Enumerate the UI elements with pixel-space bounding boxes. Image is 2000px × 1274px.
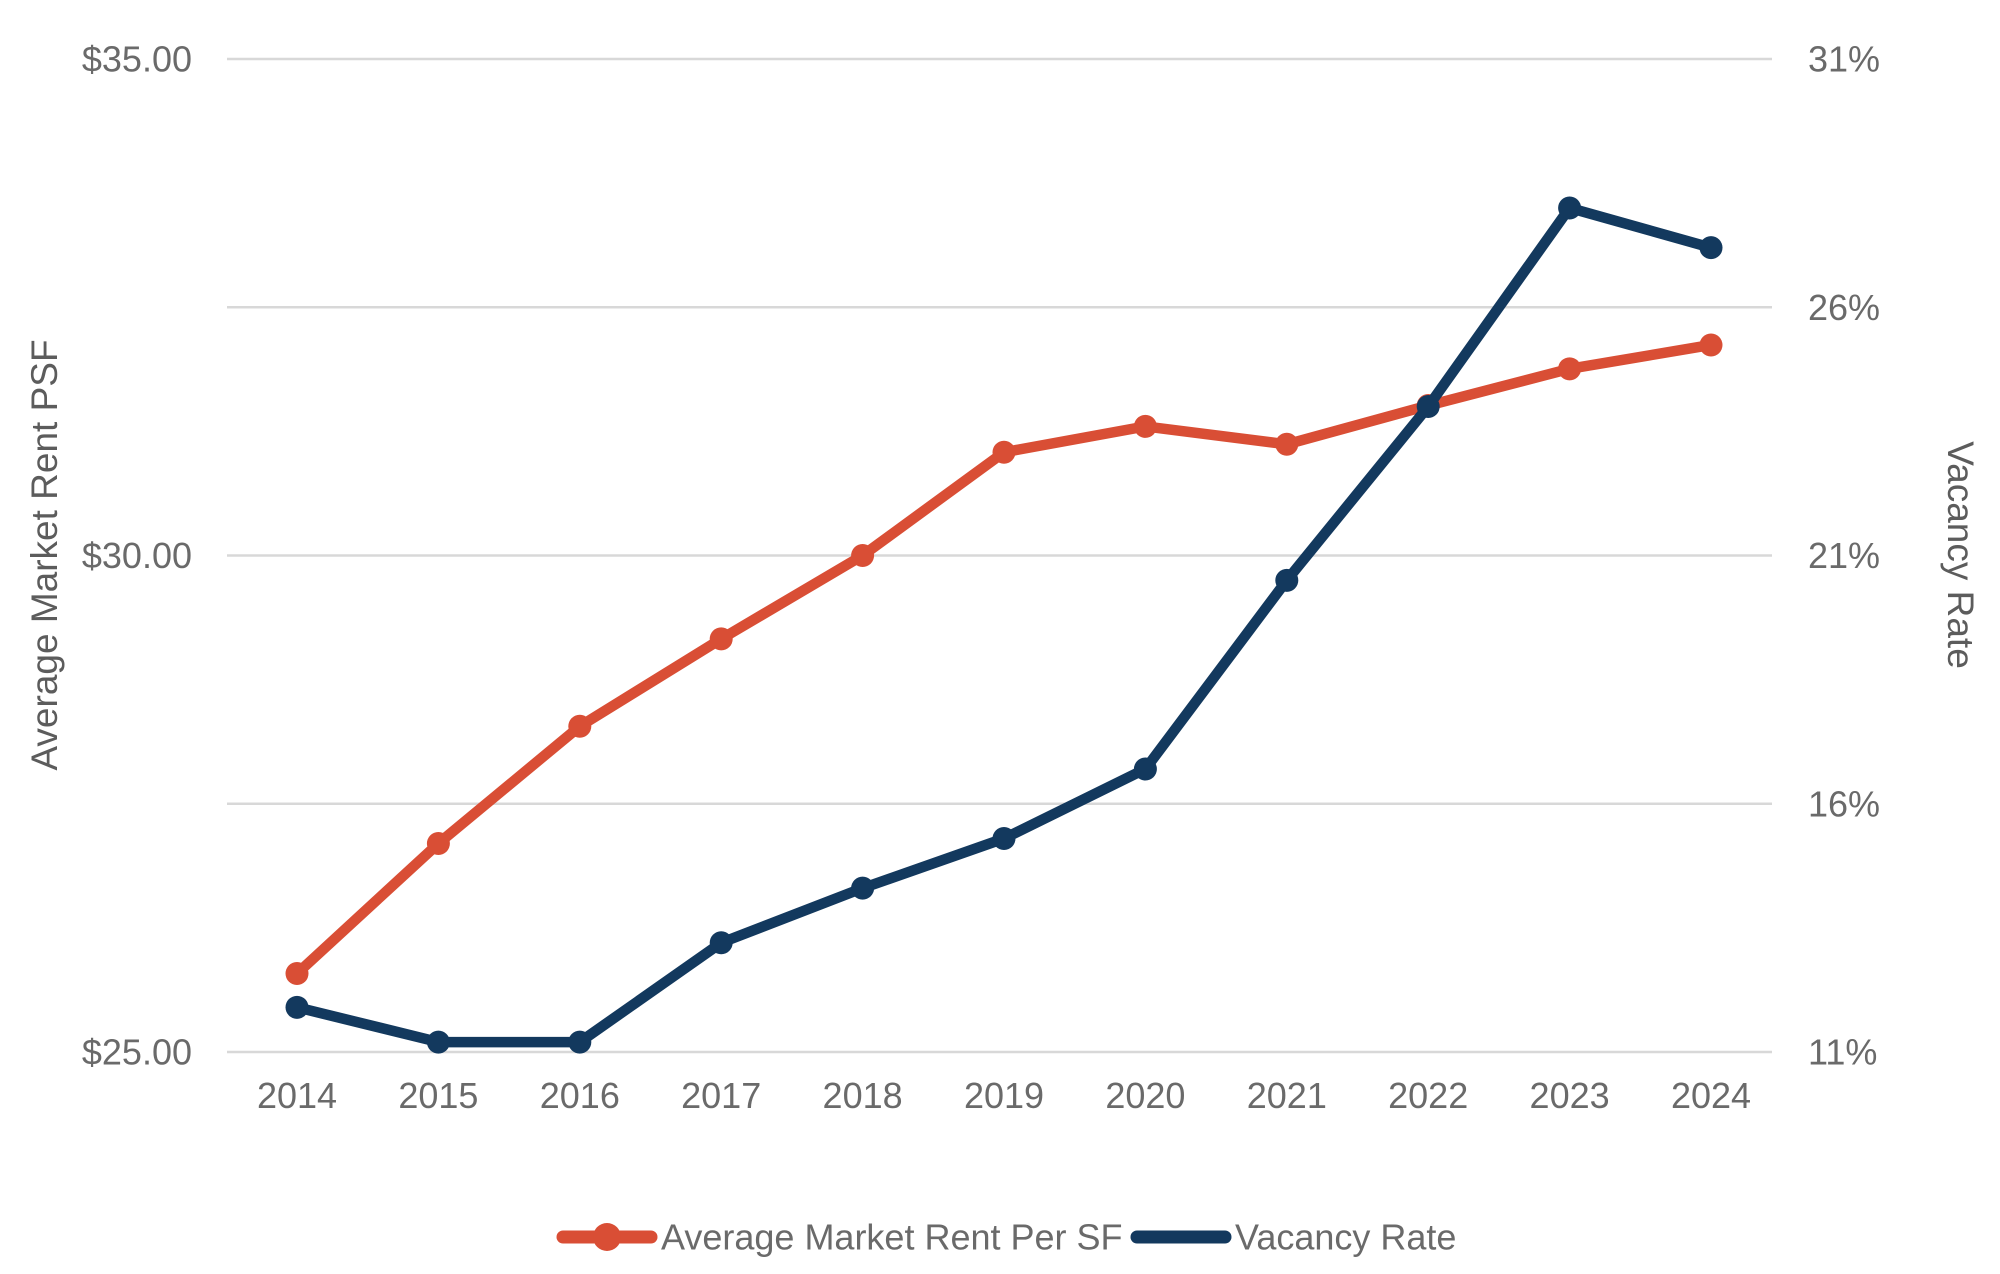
left-axis-title: Average Market Rent PSF [24, 339, 65, 770]
legend-swatch-marker [593, 1223, 621, 1251]
x-axis-tick-label: 2024 [1671, 1075, 1751, 1116]
vacancy-rate-marker [285, 995, 309, 1019]
x-axis-tick-label: 2015 [398, 1075, 478, 1116]
x-axis-tick-label: 2023 [1530, 1075, 1610, 1116]
x-axis-tick-label: 2019 [964, 1075, 1044, 1116]
series-lines [285, 196, 1723, 1054]
series-vacancy-rate [285, 196, 1723, 1054]
right-axis-tick-labels: 31% 26% 21% 16% 11% [1808, 39, 1880, 1073]
average-market-rent-per-sf-marker [426, 831, 450, 855]
vacancy-rate-marker [1416, 395, 1440, 419]
average-market-rent-per-sf-line [291, 339, 1717, 979]
legend-label: Average Market Rent Per SF [661, 1217, 1123, 1258]
x-axis-tick-label: 2021 [1247, 1075, 1327, 1116]
vacancy-rate-line [291, 202, 1717, 1048]
average-market-rent-per-sf-marker [1275, 432, 1299, 456]
average-market-rent-per-sf-marker [1699, 333, 1723, 357]
x-axis-tick-label: 2018 [823, 1075, 903, 1116]
vacancy-rate-marker [992, 827, 1016, 851]
vacancy-rate-marker [709, 931, 733, 955]
vacancy-rate-marker [1133, 757, 1157, 781]
vacancy-rate-marker [426, 1030, 450, 1054]
left-axis-tick-label: $30.00 [82, 535, 192, 576]
right-axis-title: Vacancy Rate [1940, 441, 1981, 669]
legend: Average Market Rent Per SF Vacancy Rate [556, 1217, 1456, 1258]
legend-item-average-market-rent-per-sf: Average Market Rent Per SF [556, 1217, 1123, 1258]
x-axis-tick-label: 2014 [257, 1075, 337, 1116]
series-average-market-rent-per-sf [285, 333, 1723, 986]
average-market-rent-per-sf-marker [709, 627, 733, 651]
x-axis-tick-label: 2022 [1388, 1075, 1468, 1116]
legend-item-vacancy-rate: Vacancy Rate [1130, 1217, 1456, 1258]
average-market-rent-per-sf-marker [285, 962, 309, 986]
average-market-rent-per-sf-marker [1133, 414, 1157, 438]
vacancy-rate-marker [851, 876, 875, 900]
left-axis-tick-label: $35.00 [82, 39, 192, 80]
average-market-rent-per-sf-marker [1558, 357, 1582, 381]
average-market-rent-per-sf-marker [992, 440, 1016, 464]
average-market-rent-per-sf-marker [851, 544, 875, 567]
legend-label: Vacancy Rate [1235, 1217, 1456, 1258]
right-axis-tick-label: 16% [1808, 783, 1880, 824]
x-axis-tick-labels: 2014 2015 2016 2017 2018 2019 2020 2021 2022 2023… [257, 1075, 1751, 1116]
x-axis-tick-label: 2016 [540, 1075, 620, 1116]
average-market-rent-per-sf-marker [568, 714, 592, 738]
right-axis-tick-label: 26% [1808, 287, 1880, 328]
left-axis-tick-label: $25.00 [82, 1032, 192, 1073]
right-axis-tick-label: 21% [1808, 535, 1880, 576]
x-axis-tick-label: 2017 [681, 1075, 761, 1116]
vacancy-rate-marker [568, 1030, 592, 1054]
right-axis-tick-label: 11% [1808, 1032, 1877, 1073]
left-axis-tick-labels: $35.00 $30.00 $25.00 [82, 39, 192, 1073]
x-axis-tick-label: 2020 [1105, 1075, 1185, 1116]
vacancy-rate-marker [1558, 196, 1582, 220]
vacancy-rate-marker [1699, 236, 1723, 260]
gridlines [227, 57, 1772, 1054]
vacancy-rate-marker [1275, 568, 1299, 592]
right-axis-tick-label: 31% [1808, 39, 1880, 80]
